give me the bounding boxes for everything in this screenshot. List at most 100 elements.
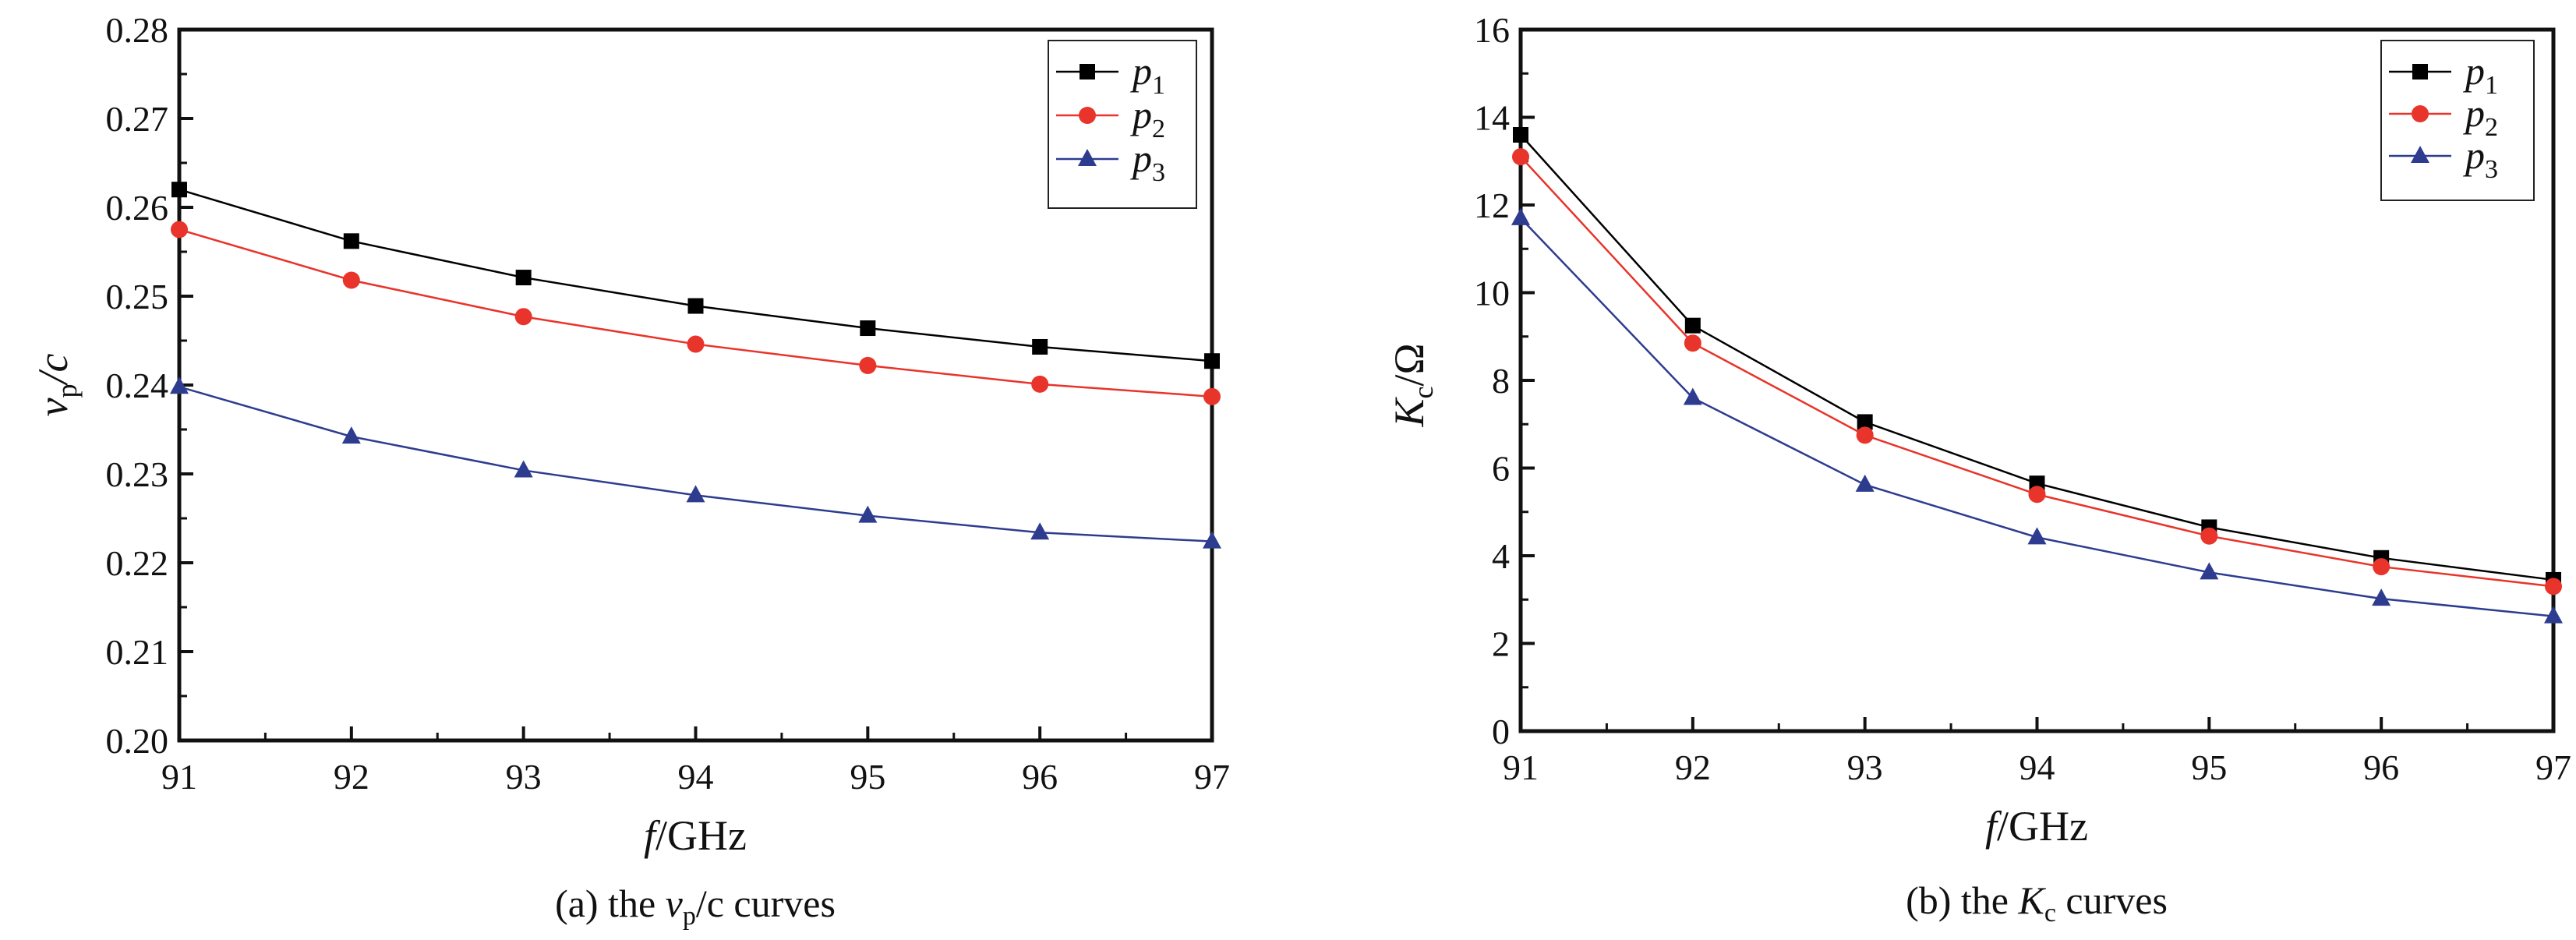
legend-p2-marker (1079, 107, 1096, 124)
y-tick-label: 0.21 (106, 632, 169, 672)
x-tick-label: 93 (506, 757, 542, 797)
series-p3-point (2027, 527, 2047, 545)
x-tick-label: 94 (2019, 747, 2055, 787)
series-p3-line (178, 386, 1213, 542)
series-p3-point (2544, 606, 2563, 624)
series-p3-point (341, 426, 361, 444)
series-p2-point (2200, 527, 2218, 545)
series-p2-point (2373, 558, 2390, 576)
series-p3-point (2200, 562, 2219, 580)
series-p2-point (2028, 486, 2046, 504)
chart-b-legend-box (2380, 40, 2535, 201)
series-p3-point (858, 505, 878, 523)
y-tick-label: 0.25 (106, 277, 169, 316)
legend-p3-marker (1078, 149, 1097, 166)
x-tick-label: 96 (1022, 757, 1058, 797)
chart-a-series (170, 182, 1221, 549)
series-p2-point (1031, 375, 1049, 393)
y-tick-label: 8 (1492, 361, 1510, 401)
legend-p1-marker (2412, 64, 2428, 80)
series-p3-line (1520, 217, 2554, 617)
y-tick-label: 0.24 (106, 366, 169, 405)
series-p1-point (860, 320, 876, 337)
y-tick-label: 16 (1474, 10, 1510, 50)
series-p3-point (1030, 522, 1050, 540)
series-p2-point (514, 308, 532, 326)
x-tick-label: 97 (1194, 757, 1230, 797)
series-p2-point (1512, 148, 1529, 166)
series-p1-point (515, 270, 532, 286)
chart-a-caption: (a) the vp/c curves (555, 882, 836, 931)
chart-b-ylabel: Kc/Ω (1386, 343, 1439, 427)
chart-a-xlabel: f/GHz (644, 812, 747, 859)
series-p1-line (1520, 134, 2554, 581)
y-tick-label: 0.28 (106, 10, 169, 50)
chart-b-caption: (b) the Kc curves (1906, 878, 2168, 928)
series-p1-point (687, 298, 704, 314)
series-p2-point (1856, 426, 1874, 444)
x-tick-label: 92 (334, 757, 369, 797)
x-tick-label: 95 (850, 757, 885, 797)
legend-p2-label: p2 (1130, 93, 1165, 143)
x-tick-label: 93 (1847, 747, 1883, 787)
series-p2-point (1684, 334, 1701, 352)
series-p3-point (170, 376, 189, 394)
y-tick-label: 4 (1492, 536, 1510, 576)
legend-p2-marker (2412, 105, 2429, 122)
y-tick-label: 6 (1492, 449, 1510, 489)
series-p2-point (859, 356, 877, 374)
y-tick-label: 12 (1474, 186, 1510, 225)
x-tick-label: 96 (2363, 747, 2399, 787)
x-tick-label: 91 (161, 757, 197, 797)
series-p1-point (1204, 353, 1220, 369)
x-tick-label: 97 (2535, 747, 2571, 787)
legend-p3-label: p3 (2463, 133, 2498, 184)
series-p2-point (687, 335, 705, 353)
series-p1-point (1857, 414, 1873, 430)
chart-a: 0.200.210.220.230.240.250.260.270.28 91 9… (30, 10, 1230, 931)
chart-a-x-ticks: 91 92 93 94 95 96 97 (161, 726, 1230, 797)
series-p3-point (1511, 207, 1530, 225)
legend-p1-label: p1 (2463, 49, 2498, 100)
y-tick-label: 0.20 (106, 721, 169, 761)
legend-p3-label: p3 (1130, 136, 1165, 187)
series-p3-point (1855, 474, 1875, 492)
x-tick-label: 94 (678, 757, 714, 797)
series-p2-point (1203, 387, 1221, 405)
y-tick-label: 0.26 (106, 188, 169, 228)
chart-b-y-ticks: 0 2 4 6 8 10 12 14 16 (1474, 10, 1535, 751)
chart-a-legend-box (1048, 40, 1197, 209)
y-tick-label: 14 (1474, 98, 1510, 138)
x-tick-label: 91 (1503, 747, 1539, 787)
x-tick-label: 95 (2191, 747, 2227, 787)
chart-a-y-ticks: 0.20 0.21 0.22 0.23 0.24 0.25 0.26 0.27 0.28 (106, 10, 193, 761)
x-tick-label: 92 (1675, 747, 1711, 787)
chart-a-ylabel: vp/c (30, 354, 83, 417)
series-p2-point (2545, 578, 2562, 595)
series-p1-point (171, 182, 187, 198)
legend-p2-label: p2 (2463, 91, 2498, 142)
series-p3-point (2372, 588, 2391, 606)
legend-p1-marker (1080, 64, 1095, 80)
legend-p3-marker (2411, 146, 2429, 163)
y-tick-label: 0.22 (106, 543, 169, 583)
series-p3-point (686, 485, 705, 503)
series-p1-point (1513, 127, 1528, 143)
chart-b-x-ticks: 91 92 93 94 95 96 97 (1503, 717, 2571, 787)
y-tick-label: 2 (1492, 624, 1510, 664)
y-tick-label: 10 (1474, 274, 1510, 313)
chart-b-series (1511, 127, 2563, 624)
series-p3-point (1203, 531, 1221, 549)
y-tick-label: 0.27 (106, 99, 169, 139)
series-p3-point (1683, 387, 1702, 405)
series-p2-point (171, 221, 188, 239)
chart-b-xlabel: f/GHz (1985, 803, 2088, 850)
series-p1-point (1684, 317, 1701, 334)
legend-p1-label: p1 (1130, 49, 1165, 100)
y-tick-label: 0.23 (106, 454, 169, 494)
series-p2-line (1520, 156, 2554, 588)
